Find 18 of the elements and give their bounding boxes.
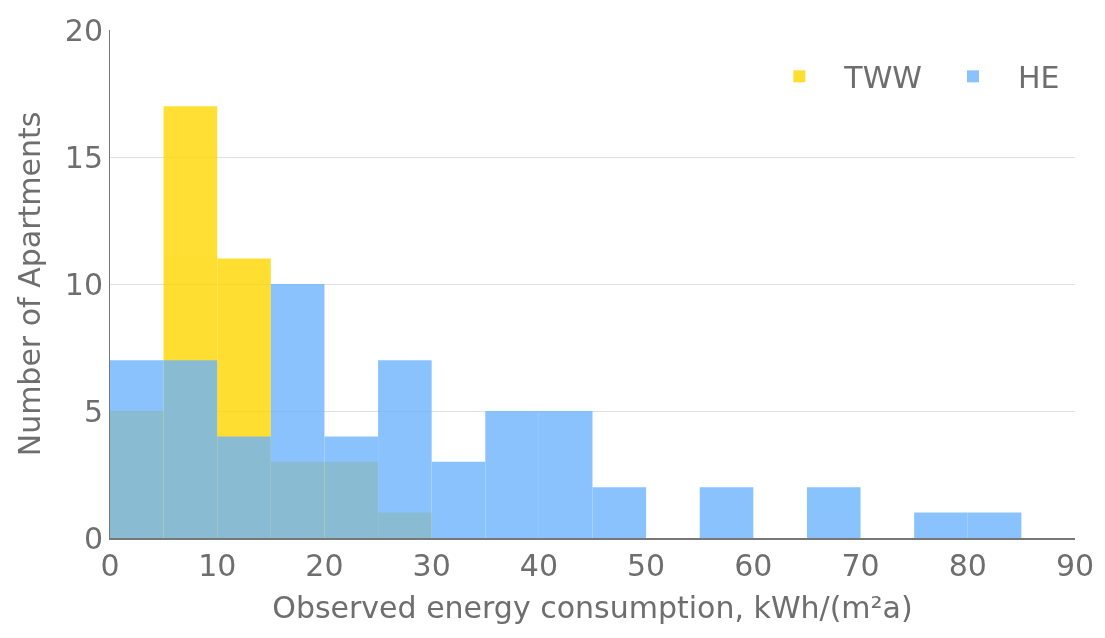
x-tick-label: 60 [734, 548, 773, 583]
x-tick-label: 20 [305, 548, 344, 583]
legend-label: TWW [843, 60, 923, 96]
x-tick-label: 50 [627, 548, 666, 583]
y-tick-label: 10 [64, 266, 103, 302]
y-tick-label: 0 [83, 520, 103, 556]
y-tick-label: 15 [64, 139, 103, 175]
x-tick-label: 30 [412, 548, 451, 583]
x-tick-label: 10 [198, 548, 237, 583]
legend-label: HE [1018, 60, 1060, 96]
x-axis-title: Observed energy consumption, kWh/(m²a) [272, 590, 913, 625]
y-tick-label: 5 [83, 393, 103, 429]
x-tick-label: 70 [841, 548, 880, 583]
y-axis-title: Number of Apartments [11, 111, 47, 457]
x-tick-label: 80 [948, 548, 987, 583]
x-tick-label: 90 [1055, 548, 1095, 583]
x-tick-label: 40 [519, 548, 558, 583]
y-tick-label: 20 [64, 12, 103, 48]
